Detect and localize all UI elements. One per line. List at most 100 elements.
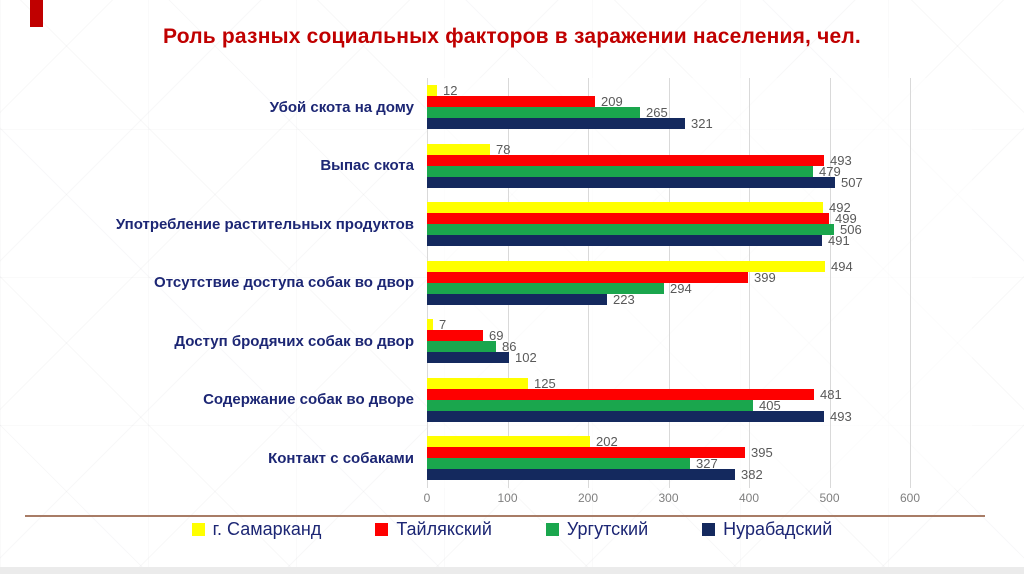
bar-Тайлякский (427, 213, 829, 224)
legend-swatch-icon (375, 523, 389, 536)
bar-value-label: 294 (670, 280, 692, 296)
x-tick-label: 100 (497, 491, 518, 505)
bar-line: 265 (427, 105, 713, 120)
x-tick-label: 200 (577, 491, 599, 505)
category-label: Контакт с собаками (268, 449, 414, 467)
category-label: Употребление растительных продуктов (115, 215, 414, 233)
gridline-500 (829, 78, 831, 488)
category-row: Убой скота на дому 12 209 265 321 (0, 78, 1000, 137)
bar-value-label: 12 (443, 83, 458, 98)
category-row: Употребление растительных продуктов 492 49… (0, 195, 1000, 254)
legend-item-Нурабадский: Нурабадский (702, 519, 832, 540)
bar-value-label: 69 (489, 328, 504, 343)
bar-value-label: 125 (534, 375, 556, 391)
bar-Ургутский (427, 107, 640, 118)
bar-line: 479 (427, 163, 863, 179)
bar-value-label: 265 (646, 105, 668, 120)
x-tick-label: 300 (658, 491, 679, 505)
bar-value-label: 321 (691, 116, 713, 131)
gridline-300 (668, 78, 670, 488)
x-tick-label: 400 (738, 491, 760, 505)
bar-group: 202 395 327 382 (427, 434, 773, 482)
bar-value-label: 395 (751, 445, 773, 460)
bar-value-label: 479 (819, 163, 841, 179)
bar-Нурабадский (427, 176, 835, 188)
bar-line: 294 (427, 280, 853, 296)
bar-value-label: 202 (596, 434, 618, 449)
bar-value-label: 492 (829, 200, 851, 215)
bar-chart: 0 100 200 300 400 500 600 Убой скота на дому 12… (0, 78, 1000, 518)
bar-value-label: 491 (828, 233, 850, 248)
bar-value-label: 78 (496, 141, 511, 157)
bar-value-label: 481 (820, 386, 842, 402)
bar-value-label: 507 (841, 174, 863, 190)
bar-г. Самарканд (427, 85, 437, 96)
category-row: Отсутствие доступа собак во двор 494 399 29… (0, 254, 1000, 313)
bar-value-label: 86 (502, 339, 517, 354)
bar-line: 492 (427, 200, 862, 215)
bar-Тайлякский (427, 330, 483, 341)
x-tick-label: 500 (819, 491, 840, 505)
bar-line: 86 (427, 339, 537, 354)
bar-group: 492 499 506 491 (427, 200, 862, 248)
bar-Тайлякский (427, 447, 745, 458)
category-label: Отсутствие доступа собак во двор (154, 274, 414, 292)
category-label: Содержание собак во дворе (203, 391, 414, 409)
legend-item-г. Самарканд: г. Самарканд (191, 519, 322, 540)
bar-Нурабадский (427, 410, 824, 422)
bar-group: 7 69 86 102 (427, 318, 537, 365)
x-tick-label: 600 (899, 491, 921, 505)
bar-Нурабадский (427, 469, 735, 480)
category-row: Содержание собак во дворе 125 481 405 493 (0, 371, 1000, 430)
legend-item-Ургутский: Ургутский (545, 519, 648, 540)
bar-line: 202 (427, 434, 773, 449)
bar-line: 7 (427, 318, 537, 331)
bar-value-label: 405 (759, 397, 781, 413)
bar-г. Самарканд (427, 202, 823, 213)
x-tick-label: 0 (423, 491, 431, 505)
category-row: Выпас скота 78 493 479 507 (0, 137, 1000, 196)
bar-Нурабадский (427, 293, 607, 305)
chart-title: Роль разных социальных факторов в зараже… (163, 25, 861, 48)
bar-line: 494 (427, 258, 853, 274)
bar-value-label: 102 (515, 350, 537, 365)
category-label: Убой скота на дому (269, 98, 414, 116)
bar-Ургутский (427, 399, 753, 411)
bar-line: 12 (427, 83, 713, 98)
bar-group: 12 209 265 321 (427, 83, 713, 131)
bar-line: 395 (427, 445, 773, 460)
gridline-600 (910, 78, 911, 488)
legend-label: г. Самарканд (212, 519, 322, 539)
bar-line: 499 (427, 211, 862, 226)
bar-value-label: 382 (741, 467, 763, 482)
bar-г. Самарканд (427, 377, 528, 389)
bar-Ургутский (427, 341, 496, 352)
bar-Ургутский (427, 458, 690, 469)
bar-line: 327 (427, 457, 773, 470)
bar-line: 507 (427, 174, 863, 190)
bar-value-label: 493 (830, 408, 852, 424)
bar-line: 493 (427, 154, 863, 167)
bar-group: 125 481 405 493 (427, 375, 852, 424)
category-label: Выпас скота (320, 157, 414, 175)
bar-г. Самарканд (427, 436, 590, 447)
legend-swatch-icon (191, 523, 205, 536)
bar-Нурабадский (427, 235, 822, 246)
bar-line: 506 (427, 223, 862, 236)
bar-value-label: 499 (835, 211, 857, 226)
bar-value-label: 494 (831, 258, 853, 274)
bar-group: 494 399 294 223 (427, 258, 853, 306)
bar-Ургутский (427, 224, 834, 235)
legend-label: Тайлякский (396, 519, 492, 539)
bar-group: 78 493 479 507 (427, 141, 863, 190)
bar-line: 405 (427, 397, 852, 413)
x-axis: 0 100 200 300 400 500 600 (424, 491, 972, 507)
bar-line: 481 (427, 386, 852, 402)
bar-Ургутский (427, 165, 813, 177)
legend-swatch-icon (545, 523, 559, 536)
bar-Нурабадский (427, 352, 509, 363)
bar-line: 321 (427, 116, 713, 131)
bar-г. Самарканд (427, 319, 433, 330)
gridline-400 (749, 78, 750, 488)
